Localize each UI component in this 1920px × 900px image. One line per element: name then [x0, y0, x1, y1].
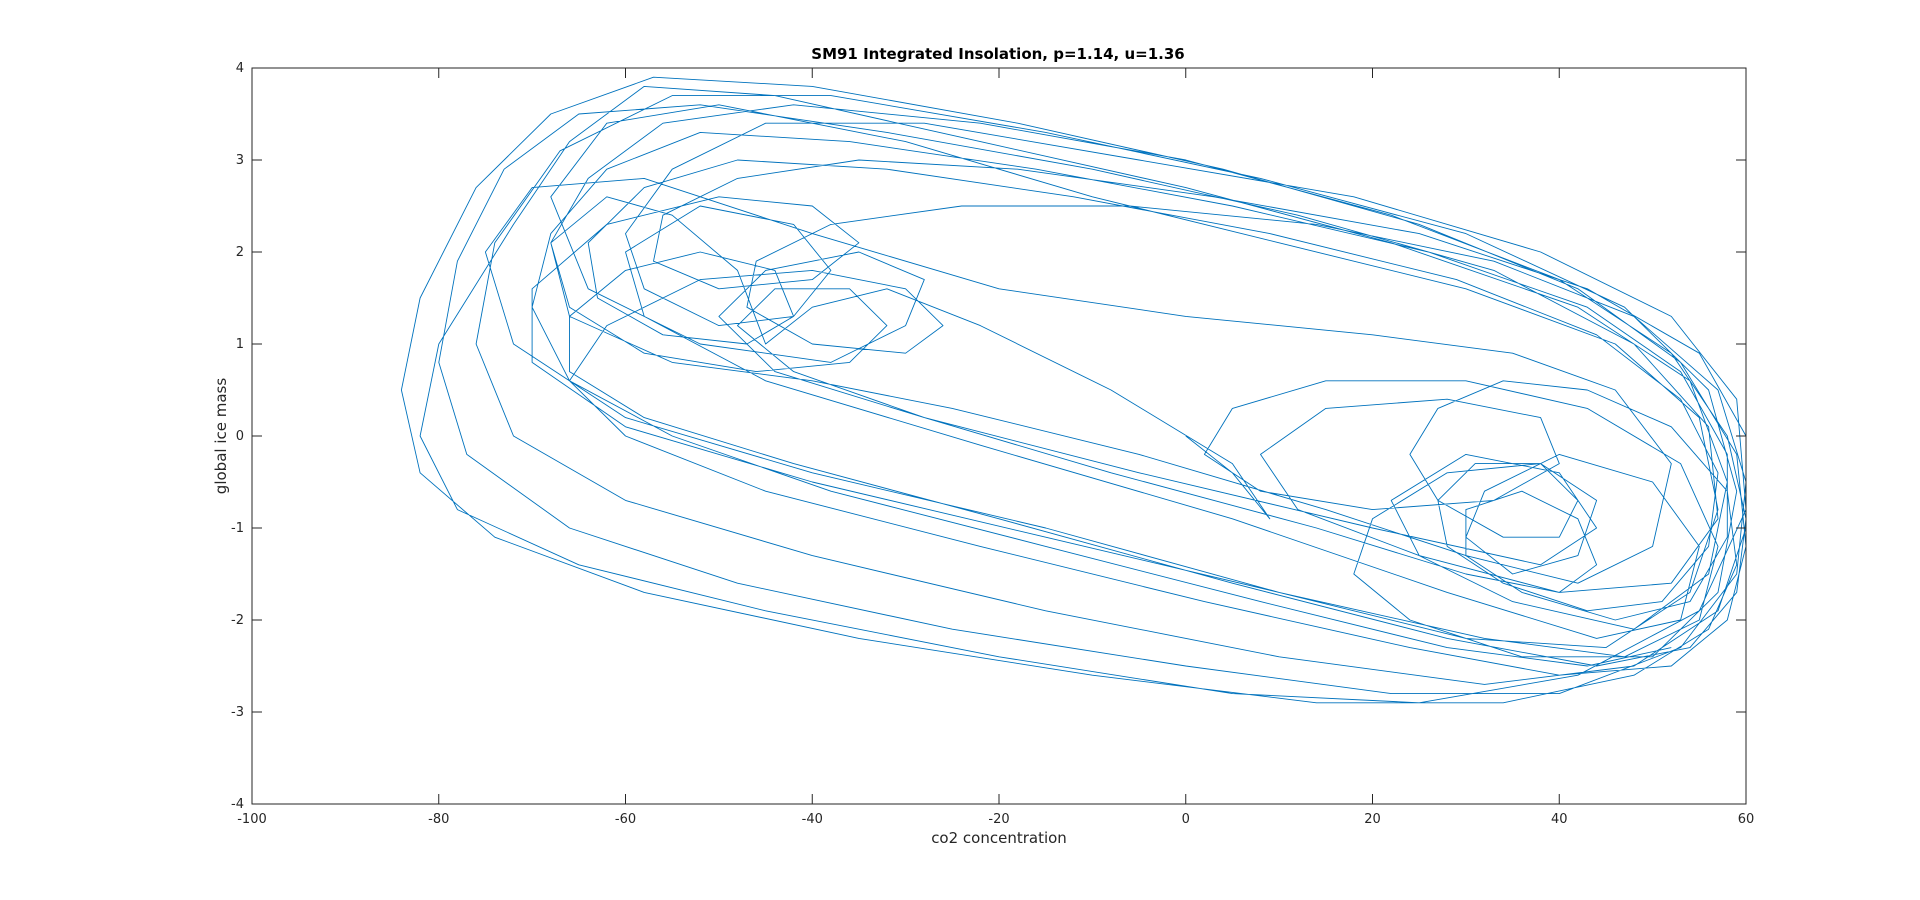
plot-area: [252, 68, 1746, 804]
x-tick-label: -20: [988, 812, 1009, 827]
x-tick-label: -100: [237, 812, 267, 827]
x-tick-label: 20: [1364, 812, 1381, 827]
y-tick-label: -2: [231, 613, 244, 628]
x-axis-label: co2 concentration: [931, 829, 1067, 847]
y-tick-label: 0: [236, 429, 244, 444]
chart-title: SM91 Integrated Insolation, p=1.14, u=1.…: [811, 45, 1184, 63]
x-tick-label: 60: [1738, 812, 1755, 827]
x-tick-label: 0: [1182, 812, 1190, 827]
x-tick-label: -60: [615, 812, 636, 827]
y-tick-label: -3: [231, 705, 244, 720]
x-axis: -100 -80 -60 -40 -20 0 20 40 60: [237, 68, 1754, 827]
axes: -100 -80 -60 -40 -20 0 20 40 60 -4 -3 -2 -1 0 1 2 3 4: [231, 61, 1754, 827]
y-axis-label: global ice mass: [212, 378, 230, 495]
y-tick-label: 4: [236, 61, 244, 76]
y-tick-label: -4: [231, 797, 244, 812]
y-tick-label: -1: [231, 521, 244, 536]
series-layer: [400, 76, 1747, 704]
x-tick-label: -40: [802, 812, 823, 827]
series-line-0: [400, 76, 1747, 704]
y-axis: -4 -3 -2 -1 0 1 2 3 4: [231, 61, 1746, 812]
x-tick-label: 40: [1551, 812, 1568, 827]
y-tick-label: 1: [236, 337, 244, 352]
x-tick-label: -80: [428, 812, 449, 827]
y-tick-label: 2: [236, 245, 244, 260]
y-tick-label: 3: [236, 153, 244, 168]
